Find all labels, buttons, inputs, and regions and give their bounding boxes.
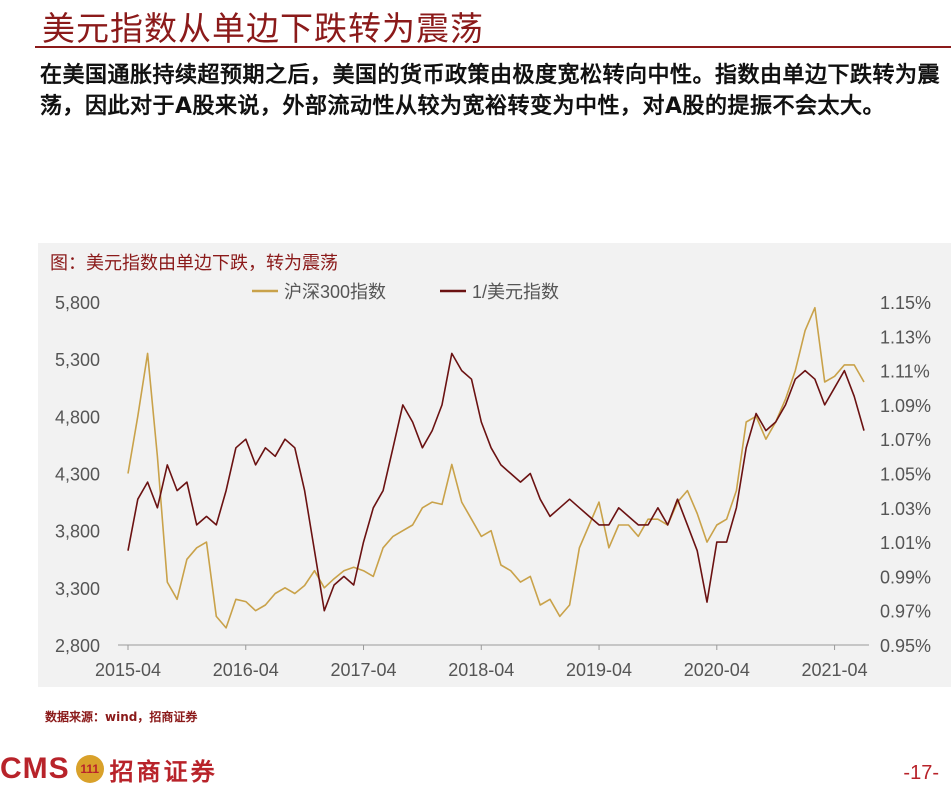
series-line-inverse-dxy <box>127 352 865 612</box>
y-right-tick-label: 1.13% <box>880 327 931 347</box>
page-number: -17- <box>903 762 939 784</box>
data-source: 数据来源：wind，招商证券 <box>45 710 198 724</box>
x-tick-label: 2020-04 <box>684 660 750 680</box>
brand-logo: CMS 111 招商证券 <box>0 752 218 786</box>
y-right-tick-label: 1.05% <box>880 465 931 485</box>
y-right-tick-label: 1.15% <box>880 293 931 313</box>
y-left-tick-label: 3,800 <box>55 522 100 542</box>
y-left-tick-label: 5,800 <box>55 293 100 313</box>
y-right-tick-label: 1.07% <box>880 430 931 450</box>
slide-title: 美元指数从单边下跌转为震荡 <box>42 9 484 48</box>
series-line-csi300 <box>127 306 865 629</box>
x-tick-label: 2017-04 <box>330 660 396 680</box>
y-right-tick-label: 1.03% <box>880 499 931 519</box>
x-tick-label: 2019-04 <box>566 660 632 680</box>
y-right-tick-label: 0.95% <box>880 636 931 656</box>
y-right-tick-label: 1.01% <box>880 533 931 553</box>
legend-label-inverse-dxy: 1/美元指数 <box>472 282 559 302</box>
title-divider <box>35 46 951 48</box>
y-left-tick-label: 4,300 <box>55 465 100 485</box>
y-right-tick-label: 0.97% <box>880 602 931 622</box>
chart-title: 图：美元指数由单边下跌，转为震荡 <box>50 253 338 274</box>
y-left-tick-label: 3,300 <box>55 579 100 599</box>
y-right-tick-label: 1.11% <box>880 362 930 382</box>
y-left-tick-label: 5,300 <box>55 350 100 370</box>
chart-panel <box>38 243 951 687</box>
y-left-tick-label: 4,800 <box>55 407 100 427</box>
y-right-tick-label: 0.99% <box>880 567 931 587</box>
logo-badge-icon: 111 <box>75 755 104 783</box>
legend-label-csi300: 沪深300指数 <box>284 282 386 302</box>
x-tick-label: 2015-04 <box>95 660 161 680</box>
x-tick-label: 2021-04 <box>802 660 868 680</box>
logo-company-name: 招商证券 <box>109 756 218 786</box>
y-left-tick-label: 2,800 <box>55 636 100 656</box>
x-tick-label: 2016-04 <box>213 660 279 680</box>
x-tick-label: 2018-04 <box>448 660 514 680</box>
logo-cms-text: CMS <box>0 752 70 785</box>
summary-paragraph: 在美国通胀持续超预期之后，美国的货币政策由极度宽松转向中性。指数由单边下跌转为震… <box>40 63 941 119</box>
y-right-tick-label: 1.09% <box>880 396 931 416</box>
